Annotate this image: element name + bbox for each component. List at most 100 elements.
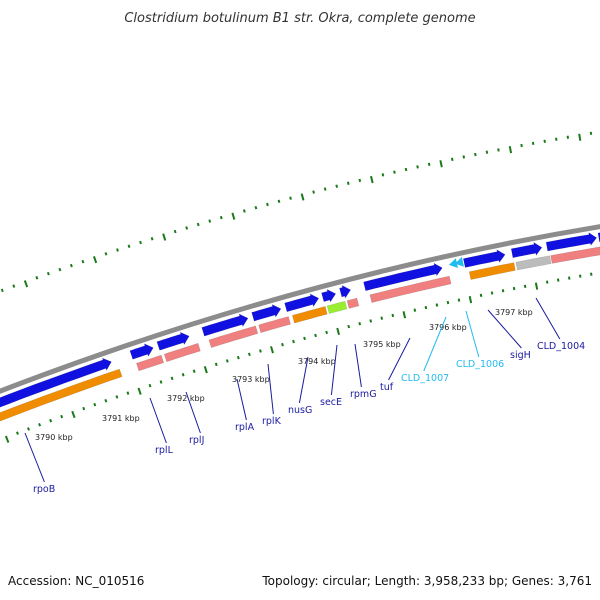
- rna-feature: [550, 246, 600, 264]
- outer-tick: [208, 219, 212, 223]
- gene-leader-line: [535, 297, 561, 340]
- outer-tick: [370, 175, 374, 184]
- inner-tick: [534, 282, 539, 290]
- cds-feature: [129, 343, 154, 360]
- gene-leader-line: [267, 363, 274, 415]
- outer-tick: [346, 181, 350, 185]
- inner-tick: [391, 313, 395, 318]
- gene-label-rpob: rpoB: [33, 484, 55, 495]
- inner-tick: [446, 300, 450, 305]
- inner-tick: [137, 387, 142, 395]
- inner-tick: [82, 406, 86, 411]
- inner-tick: [556, 278, 560, 282]
- gene-label-sigh: sigH: [510, 350, 531, 361]
- inner-tick: [424, 305, 428, 310]
- outer-tick: [196, 222, 200, 227]
- outer-tick: [127, 244, 131, 248]
- outer-tick: [531, 141, 535, 146]
- inner-tick: [590, 272, 593, 276]
- outer-tick: [35, 276, 39, 280]
- outer-tick: [508, 146, 513, 154]
- gene-leader-line: [487, 309, 522, 349]
- outer-tick: [404, 167, 408, 172]
- gene-leader-line: [465, 310, 480, 358]
- inner-tick: [402, 311, 407, 319]
- outer-tick: [497, 148, 500, 152]
- inner-tick: [60, 414, 64, 419]
- gene-leader-line: [185, 391, 201, 434]
- gene-label-cld-1006: CLD_1006: [456, 359, 504, 370]
- outer-tick: [312, 190, 315, 194]
- inner-tick: [148, 383, 152, 388]
- kbp-label: 3790 kbp: [35, 433, 73, 442]
- inner-tick: [314, 333, 317, 338]
- inner-tick: [369, 319, 373, 323]
- gene-leader-line: [330, 344, 338, 396]
- outer-tick: [427, 162, 431, 167]
- outer-tick: [474, 152, 477, 157]
- inner-tick: [181, 373, 185, 377]
- kbp-label: 3791 kbp: [102, 414, 140, 423]
- outer-tick: [93, 255, 98, 264]
- inner-tick: [4, 435, 10, 443]
- gene-label-nusg: nusG: [288, 405, 312, 416]
- inner-tick: [259, 349, 262, 353]
- orange-feature: [468, 262, 516, 280]
- gene-label-rpmg: rpmG: [350, 389, 377, 400]
- kbp-label: 3792 kbp: [167, 394, 205, 403]
- outer-tick: [381, 173, 385, 177]
- outer-tick: [81, 259, 85, 264]
- inner-tick: [358, 322, 362, 326]
- outer-tick: [23, 280, 29, 288]
- outer-tick: [266, 202, 269, 207]
- outer-tick: [300, 193, 305, 201]
- rna-feature: [258, 316, 291, 334]
- outer-tick: [0, 288, 4, 293]
- inner-tick: [225, 359, 229, 363]
- gray-feature: [515, 255, 552, 271]
- cds-feature: [462, 249, 506, 268]
- gene-leader-line: [236, 378, 247, 421]
- kbp-label: 3794 kbp: [298, 357, 336, 366]
- outer-tick: [69, 263, 73, 268]
- outer-tick: [289, 196, 292, 200]
- outer-tick: [277, 199, 281, 204]
- kbp-label: 3797 kbp: [495, 308, 533, 317]
- outer-tick: [104, 252, 108, 256]
- outer-tick: [323, 187, 327, 191]
- outer-tick: [543, 139, 546, 143]
- inner-tick: [270, 346, 274, 354]
- outer-tick: [578, 133, 582, 141]
- inner-tick: [413, 308, 417, 312]
- kbp-label: 3795 kbp: [363, 340, 401, 349]
- cds-feature: [321, 288, 337, 303]
- inner-tick: [292, 339, 295, 344]
- outer-tick: [393, 170, 396, 174]
- outer-tick: [139, 240, 142, 245]
- inner-tick: [325, 330, 328, 335]
- inner-tick: [126, 391, 130, 395]
- inner-tick: [71, 410, 76, 419]
- kbp-label: 3796 kbp: [429, 323, 467, 332]
- small-cds-feature: [454, 256, 464, 267]
- gene-label-rplj: rplJ: [189, 435, 204, 446]
- cds-feature: [201, 313, 249, 337]
- inner-tick: [236, 355, 240, 360]
- gene-leader-line: [354, 343, 362, 388]
- gene-label-cld-1007: CLD_1007: [401, 373, 449, 384]
- inner-tick: [93, 402, 97, 407]
- gene-label-sece: secE: [320, 397, 342, 408]
- outer-tick: [116, 248, 119, 252]
- outer-tick: [185, 226, 189, 230]
- outer-tick: [450, 157, 454, 162]
- orange-feature: [292, 306, 328, 324]
- small-cds-feature: [448, 258, 458, 269]
- cds-feature: [363, 262, 443, 292]
- accession-text: Accession: NC_010516: [8, 574, 144, 588]
- inner-tick: [192, 369, 196, 373]
- gene-label-rpll: rplL: [155, 445, 174, 456]
- inner-tick: [457, 298, 461, 302]
- genome-stats-text: Topology: circular; Length: 3,958,233 bp…: [261, 574, 592, 588]
- outer-tick: [173, 229, 177, 234]
- outer-tick: [254, 205, 258, 210]
